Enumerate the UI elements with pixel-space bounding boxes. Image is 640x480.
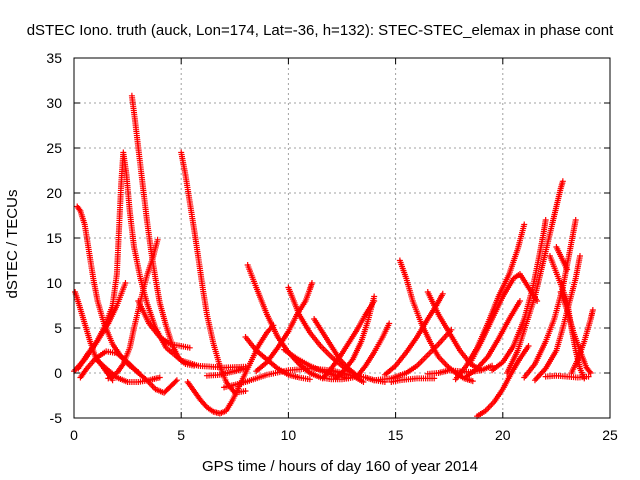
data-series — [332, 293, 378, 382]
data-series — [557, 289, 594, 376]
data-point-markers — [332, 293, 378, 382]
data-point-markers — [542, 372, 592, 381]
data-series — [242, 334, 313, 383]
data-series — [381, 290, 446, 378]
data-series — [388, 375, 438, 385]
data-point-markers — [504, 178, 566, 376]
y-tick-label: 10 — [46, 275, 62, 291]
data-series — [489, 217, 549, 374]
data-point-markers — [92, 355, 163, 385]
data-point-markers — [396, 257, 476, 385]
y-tick-labels: -5 0 5 10 15 20 25 30 35 — [46, 50, 62, 426]
x-tick-label: 5 — [177, 427, 185, 443]
data-point-markers — [424, 289, 485, 374]
data-point-markers — [474, 343, 532, 420]
x-tick-label: 25 — [602, 427, 618, 443]
data-point-markers — [463, 298, 523, 380]
data-series — [178, 149, 249, 396]
x-tick-label: 10 — [281, 427, 297, 443]
data-series — [542, 372, 592, 381]
data-series — [568, 307, 596, 376]
data-point-markers — [203, 365, 249, 379]
y-tick-label: 20 — [46, 185, 62, 201]
y-tick-label: 35 — [46, 50, 62, 66]
data-point-markers — [489, 217, 549, 374]
data-series — [474, 343, 532, 420]
data-series — [463, 298, 523, 380]
data-point-markers — [388, 375, 438, 385]
x-tick-label: 0 — [70, 427, 78, 443]
data-series — [354, 320, 393, 380]
data-point-markers — [128, 92, 198, 369]
data-point-markers — [354, 320, 393, 380]
y-axis-label: dSTEC / TECUs — [4, 190, 21, 299]
data-point-markers — [75, 280, 129, 372]
data-point-markers — [553, 244, 571, 273]
y-tick-label: 5 — [54, 320, 62, 336]
data-series — [75, 280, 129, 372]
data-point-markers — [557, 289, 594, 376]
data-series — [92, 355, 163, 385]
data-point-markers — [184, 322, 277, 417]
data-series — [128, 92, 198, 369]
data-point-markers — [381, 290, 446, 378]
data-series — [184, 322, 277, 417]
y-tick-label: 30 — [46, 95, 62, 111]
y-tick-label: 25 — [46, 140, 62, 156]
y-tick-label: 15 — [46, 230, 62, 246]
y-tick-label: 0 — [54, 365, 62, 381]
data-series — [281, 346, 352, 382]
data-series — [424, 289, 485, 374]
x-axis-label: GPS time / hours of day 160 of year 2014 — [202, 458, 478, 475]
data-point-markers — [135, 298, 193, 351]
data-point-markers — [281, 346, 352, 382]
data-series — [371, 326, 455, 384]
data-points — [71, 92, 596, 420]
data-series — [203, 365, 249, 379]
data-point-markers — [178, 149, 249, 396]
data-series — [135, 298, 193, 351]
data-point-markers — [371, 326, 455, 384]
x-tick-label: 20 — [495, 427, 511, 443]
data-point-markers — [568, 307, 596, 376]
data-series — [396, 257, 476, 385]
data-point-markers — [242, 334, 313, 383]
data-series — [504, 178, 566, 376]
x-tick-labels: 0 5 10 15 20 25 — [70, 427, 618, 443]
data-series — [553, 244, 571, 273]
y-tick-label: -5 — [50, 410, 63, 426]
x-tick-label: 15 — [388, 427, 404, 443]
axis-ticks — [73, 57, 611, 419]
chart-title: dSTEC Iono. truth (auck, Lon=174, Lat=-3… — [27, 22, 614, 39]
